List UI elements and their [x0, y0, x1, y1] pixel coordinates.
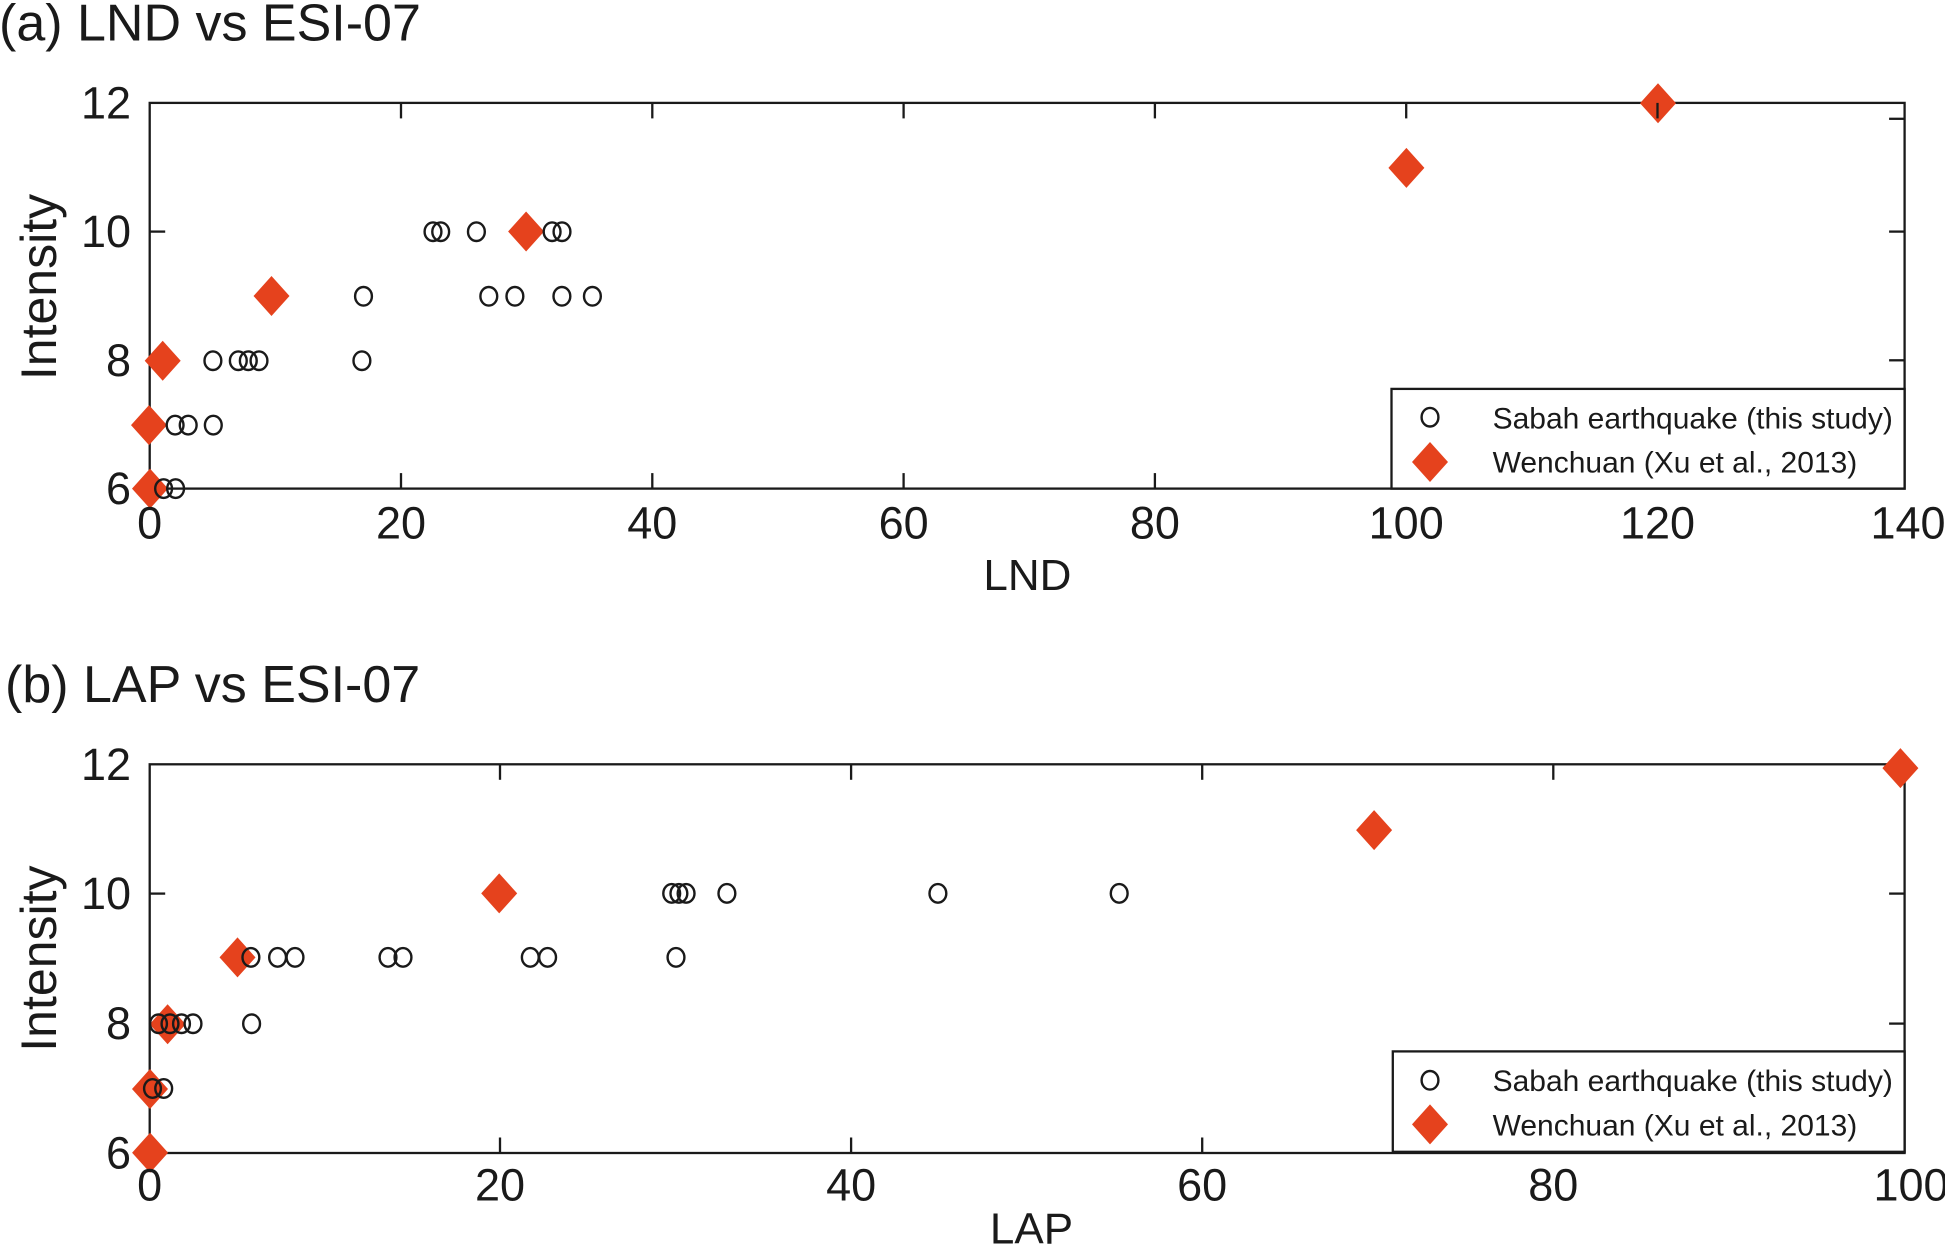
svg-text:20: 20 [475, 1160, 525, 1211]
svg-text:Wenchuan (Xu et al., 2013): Wenchuan (Xu et al., 2013) [1493, 1109, 1858, 1142]
svg-text:0: 0 [137, 1160, 162, 1211]
svg-text:120: 120 [1620, 498, 1695, 549]
svg-text:6: 6 [106, 463, 131, 514]
svg-text:40: 40 [826, 1160, 876, 1211]
svg-text:Sabah earthquake (this study): Sabah earthquake (this study) [1493, 402, 1893, 435]
svg-text:10: 10 [81, 206, 131, 257]
svg-text:60: 60 [1177, 1160, 1227, 1211]
svg-text:12: 12 [81, 739, 131, 790]
svg-text:60: 60 [879, 498, 929, 549]
svg-text:100: 100 [1873, 1160, 1945, 1211]
svg-text:80: 80 [1130, 498, 1180, 549]
svg-text:(b) LAP vs ESI-07: (b) LAP vs ESI-07 [5, 656, 420, 714]
svg-text:Sabah earthquake (this study): Sabah earthquake (this study) [1493, 1065, 1893, 1098]
svg-text:Intensity: Intensity [11, 194, 67, 380]
svg-text:20: 20 [376, 498, 426, 549]
svg-text:6: 6 [106, 1128, 131, 1179]
svg-text:Intensity: Intensity [11, 865, 67, 1051]
svg-text:8: 8 [106, 998, 131, 1049]
svg-text:8: 8 [106, 335, 131, 386]
svg-text:12: 12 [81, 77, 131, 128]
svg-text:100: 100 [1369, 498, 1444, 549]
svg-text:0: 0 [137, 498, 162, 549]
svg-text:Wenchuan (Xu et al., 2013): Wenchuan (Xu et al., 2013) [1493, 446, 1858, 479]
svg-text:10: 10 [81, 868, 131, 919]
svg-text:140: 140 [1870, 498, 1945, 549]
svg-text:(a) LND vs ESI-07: (a) LND vs ESI-07 [0, 0, 421, 53]
svg-text:40: 40 [627, 498, 677, 549]
svg-text:LND: LND [983, 551, 1071, 600]
svg-text:LAP: LAP [990, 1205, 1073, 1244]
svg-text:80: 80 [1528, 1160, 1578, 1211]
